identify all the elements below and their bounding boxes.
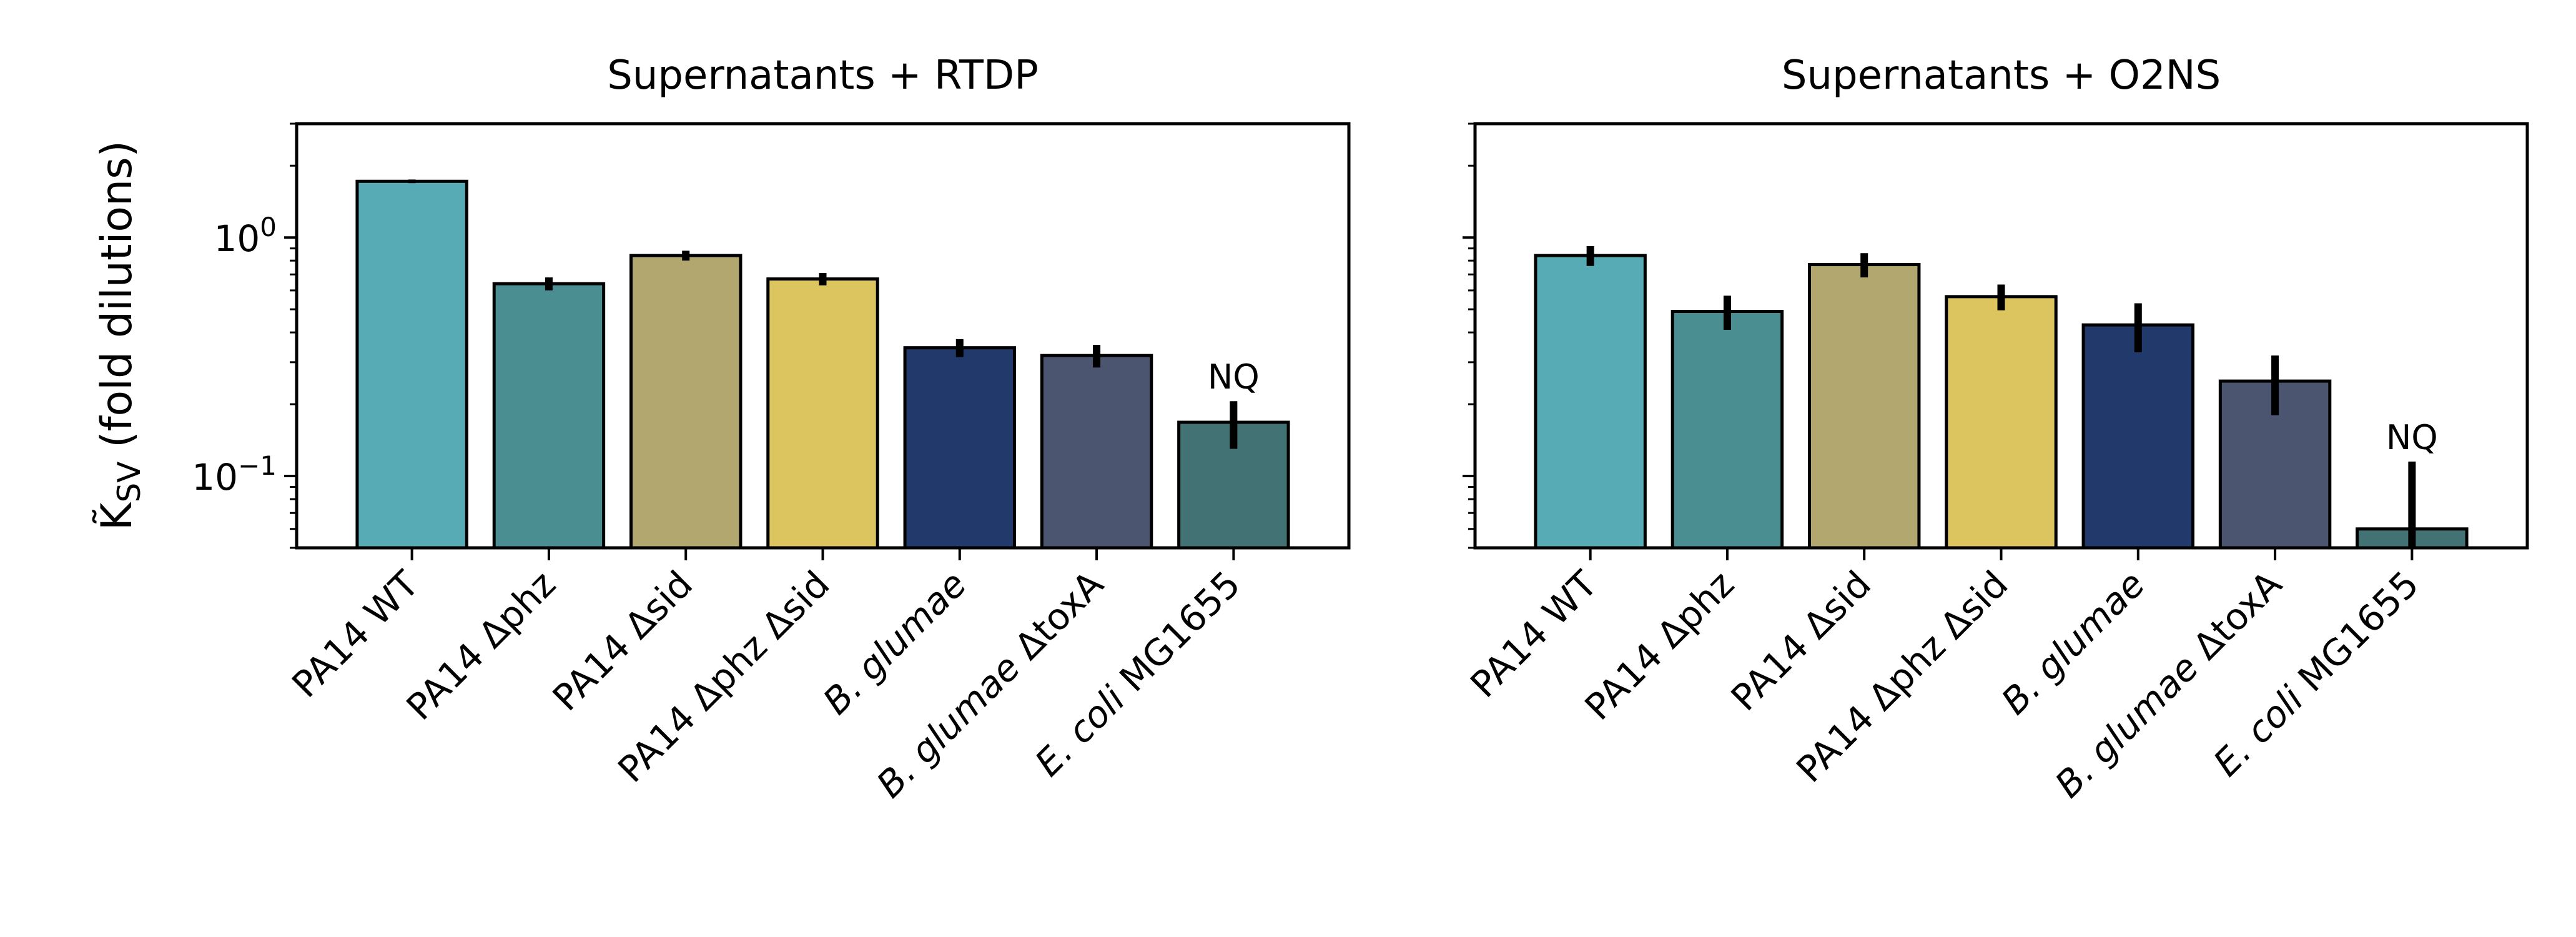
- bar: [766, 277, 879, 550]
- y-tick-label: 10−1: [192, 450, 277, 498]
- bar: [492, 282, 606, 550]
- bar: [1040, 354, 1153, 550]
- bar: [1670, 309, 1784, 550]
- bar: [903, 346, 1016, 550]
- x-tick-label: PA14 WT: [284, 562, 427, 705]
- bar: [629, 254, 743, 550]
- x-tick-label: PA14 WT: [1462, 562, 1605, 705]
- x-tick-label: PA14 Δphz: [398, 563, 564, 728]
- annotation-nq: NQ: [1208, 357, 1260, 397]
- chart-title: Supernatants + RTDP: [607, 52, 1039, 99]
- bar: [2081, 323, 2195, 550]
- bar: [355, 179, 468, 550]
- x-tick-label: PA14 Δphz: [1577, 563, 1742, 728]
- plot-frame: [295, 122, 1351, 550]
- x-tick-label: B. glumae ΔtoxA: [2047, 563, 2291, 806]
- annotation-nq: NQ: [2386, 418, 2438, 457]
- plot-frame: [1473, 122, 2529, 550]
- bar: [1945, 295, 2058, 550]
- bar: [1808, 263, 1921, 550]
- chart-title: Supernatants + O2NS: [1782, 52, 2221, 99]
- y-tick-label: 100: [214, 212, 277, 260]
- y-axis-label: K̃SV (fold dilutions): [92, 141, 147, 530]
- bar: [1534, 254, 1647, 550]
- x-tick-label: B. glumae ΔtoxA: [869, 563, 1112, 806]
